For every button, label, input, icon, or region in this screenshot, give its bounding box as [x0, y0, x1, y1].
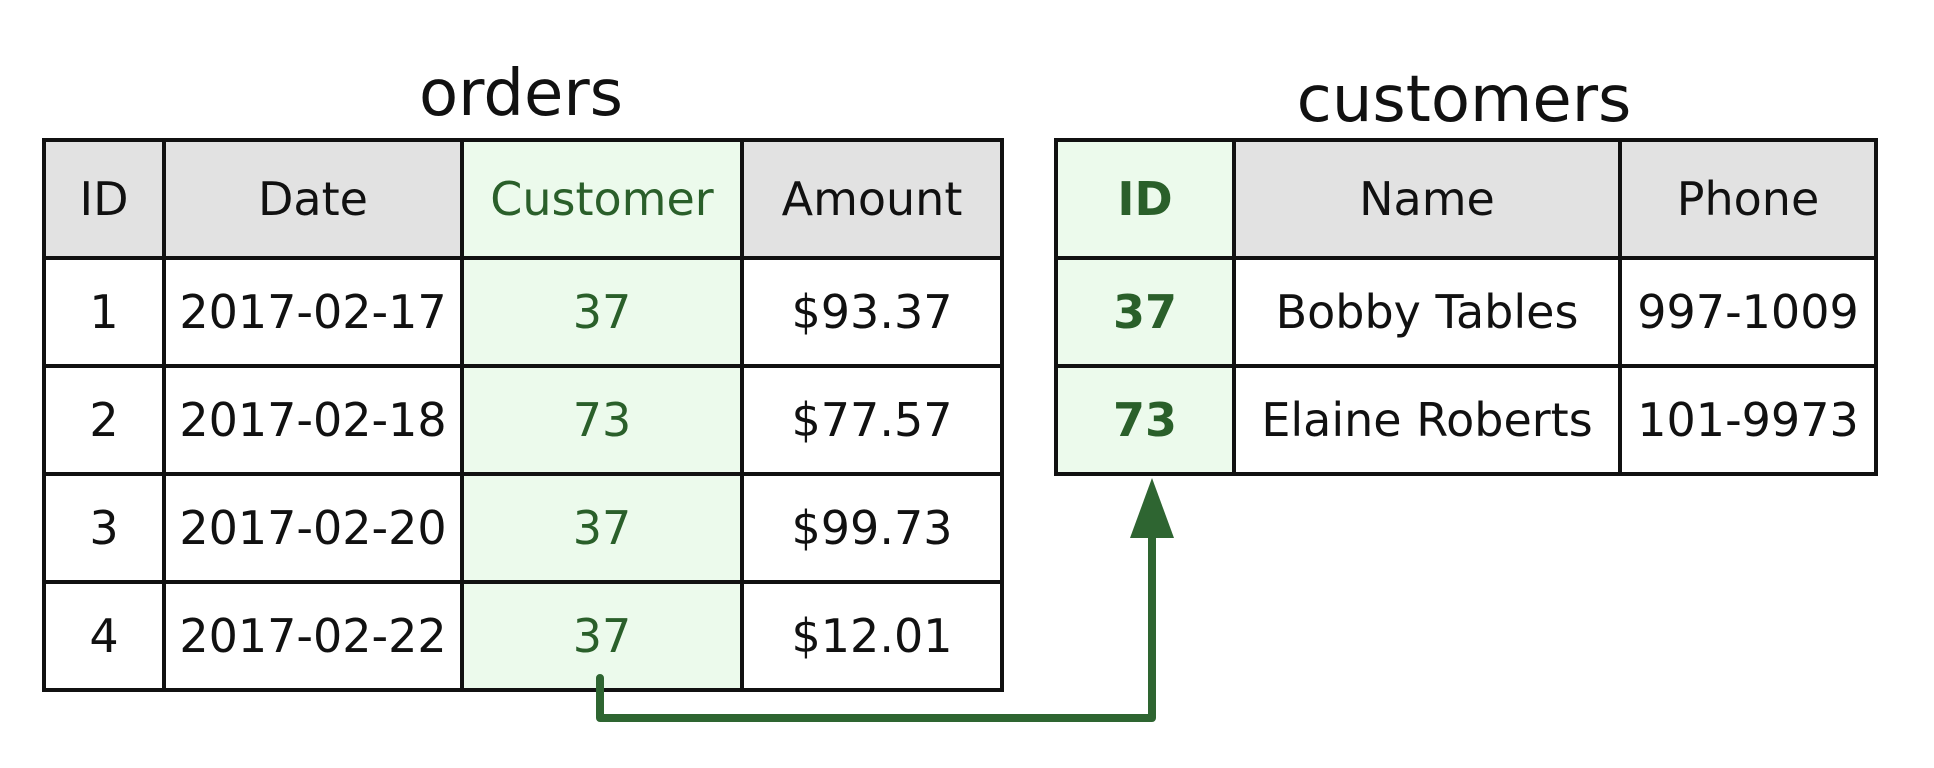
table-row: 3 2017-02-20 37 $99.73: [42, 472, 1004, 584]
order-amount-cell: $12.01: [740, 580, 1004, 692]
order-amount-cell: $93.37: [740, 256, 1004, 368]
customer-id-cell: 73: [1054, 364, 1236, 476]
customers-header-phone: Phone: [1618, 138, 1878, 260]
order-amount-cell: $99.73: [740, 472, 1004, 584]
orders-table: ID Date Customer Amount 1 2017-02-17 37 …: [42, 138, 1004, 692]
order-date-cell: 2017-02-22: [162, 580, 464, 692]
order-customer-cell: 73: [460, 364, 744, 476]
customer-name-cell: Bobby Tables: [1232, 256, 1622, 368]
orders-header-customer: Customer: [460, 138, 744, 260]
order-id-cell: 2: [42, 364, 166, 476]
orders-header-amount: Amount: [740, 138, 1004, 260]
orders-header-id: ID: [42, 138, 166, 260]
customer-name-cell: Elaine Roberts: [1232, 364, 1622, 476]
orders-table-title: orders: [419, 57, 623, 131]
table-row: 73 Elaine Roberts 101-9973: [1054, 364, 1878, 476]
arrowhead-icon: [1130, 478, 1174, 538]
orders-header-row: ID Date Customer Amount: [42, 138, 1004, 260]
order-date-cell: 2017-02-20: [162, 472, 464, 584]
orders-header-date: Date: [162, 138, 464, 260]
customer-phone-cell: 101-9973: [1618, 364, 1878, 476]
customers-header-id: ID: [1054, 138, 1236, 260]
order-customer-cell: 37: [460, 256, 744, 368]
order-customer-cell: 37: [460, 472, 744, 584]
order-id-cell: 4: [42, 580, 166, 692]
table-row: 1 2017-02-17 37 $93.37: [42, 256, 1004, 368]
customers-table-title: customers: [1296, 63, 1632, 137]
order-amount-cell: $77.57: [740, 364, 1004, 476]
customers-header-row: ID Name Phone: [1054, 138, 1878, 260]
customer-phone-cell: 997-1009: [1618, 256, 1878, 368]
customers-table: ID Name Phone 37 Bobby Tables 997-1009 7…: [1054, 138, 1878, 476]
order-id-cell: 1: [42, 256, 166, 368]
table-row: 4 2017-02-22 37 $12.01: [42, 580, 1004, 692]
order-id-cell: 3: [42, 472, 166, 584]
customers-header-name: Name: [1232, 138, 1622, 260]
table-row: 37 Bobby Tables 997-1009: [1054, 256, 1878, 368]
table-row: 2 2017-02-18 73 $77.57: [42, 364, 1004, 476]
customer-id-cell: 37: [1054, 256, 1236, 368]
order-date-cell: 2017-02-18: [162, 364, 464, 476]
order-date-cell: 2017-02-17: [162, 256, 464, 368]
order-customer-cell: 37: [460, 580, 744, 692]
